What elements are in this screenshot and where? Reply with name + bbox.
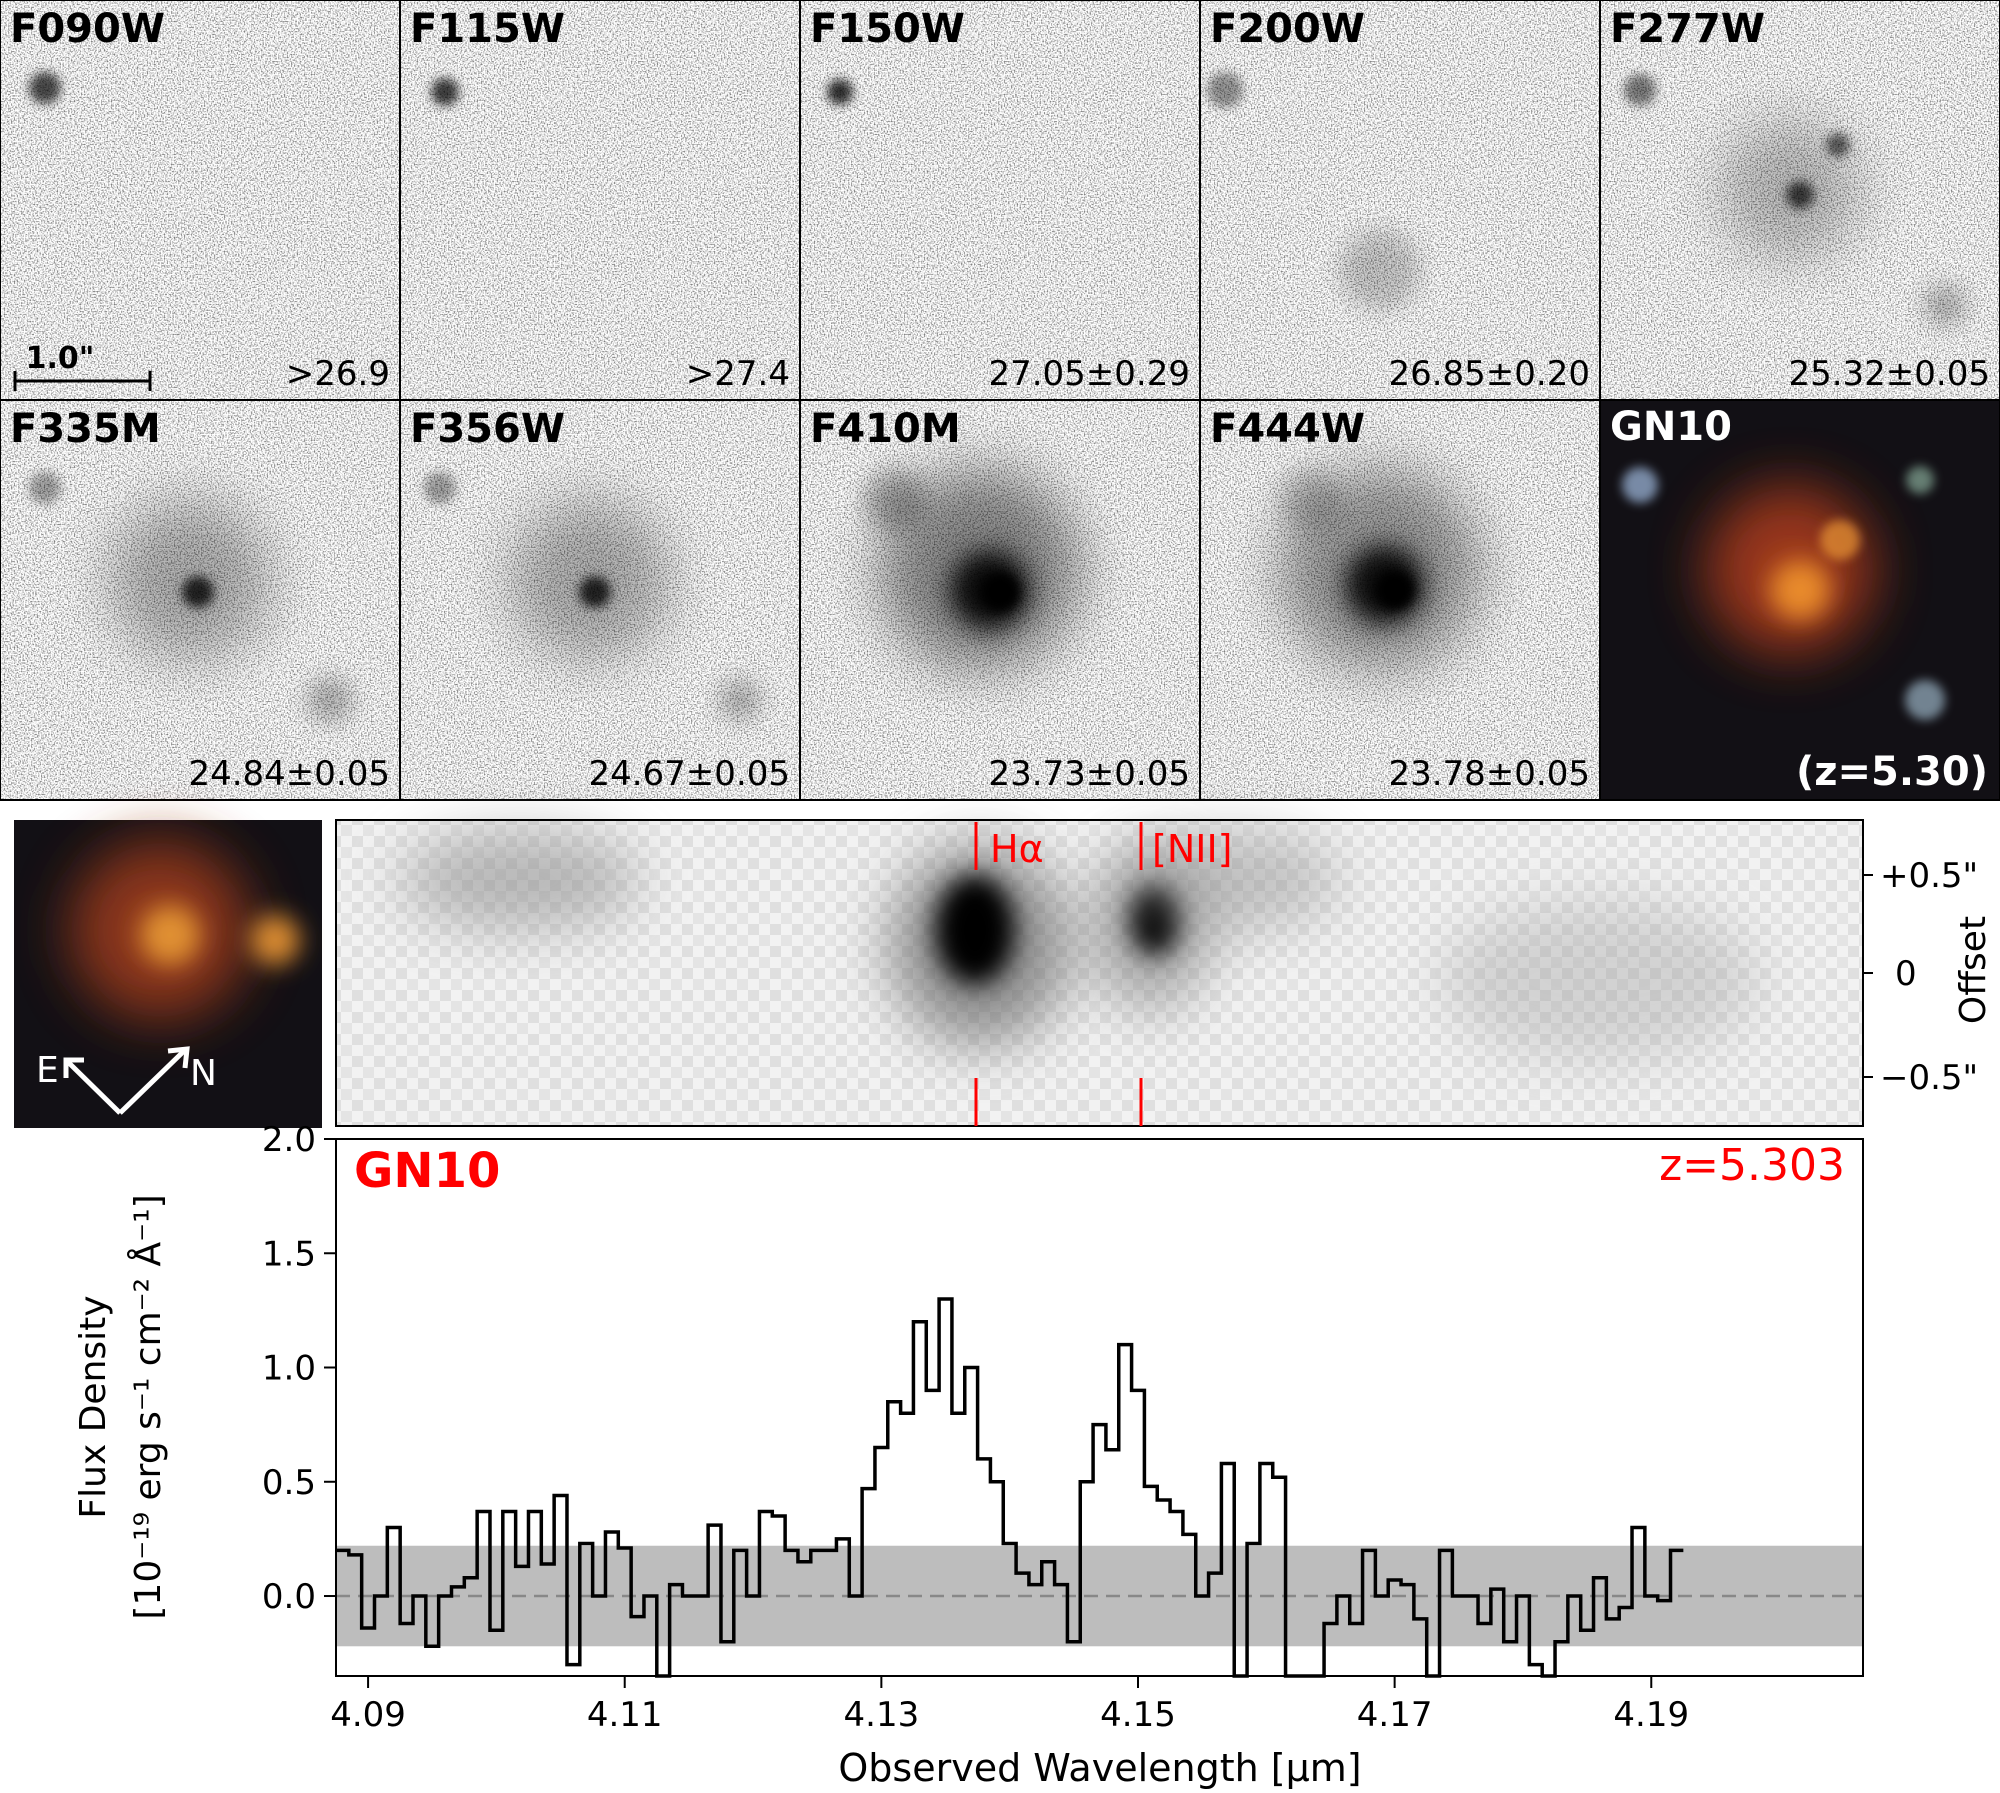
band-label: F277W <box>1610 6 1765 52</box>
compass-east: E <box>36 1050 59 1091</box>
compass-north: N <box>190 1053 217 1094</box>
offset-tick-minus: −0.5" <box>1880 1058 1978 1098</box>
magnitude-label: 25.32±0.05 <box>1788 354 1990 394</box>
chart-title: GN10 <box>354 1143 500 1199</box>
thumbnail-f444w: F444W 23.78±0.05 <box>1199 399 1601 801</box>
spectrum-1d-chart: 4.09 4.11 4.13 4.15 4.17 4.19 0.0 0.5 1.0 1.5 2.0… <box>73 1120 1864 1790</box>
magnitude-label: 26.85±0.20 <box>1388 354 1590 394</box>
color-panel-redshift: (z=5.30) <box>1796 749 1988 795</box>
compass-arrows <box>63 1046 190 1115</box>
x-tick-label: 4.17 <box>1357 1695 1433 1735</box>
scale-bar-label: 1.0" <box>26 341 95 376</box>
x-tick-label: 4.11 <box>587 1695 663 1735</box>
flux-series-line <box>336 1297 1684 1678</box>
chart-annotation: z=5.303 <box>1659 1140 1845 1191</box>
y-axis-label-line1: Flux Density <box>73 1295 114 1518</box>
thumbnail-f090w: F090W >26.9 <box>0 0 401 401</box>
magnitude-label: 23.73±0.05 <box>988 754 1190 794</box>
y-axis-ticks: 0.0 0.5 1.0 1.5 2.0 <box>262 1120 336 1617</box>
x-tick-label: 4.19 <box>1613 1695 1689 1735</box>
magnitude-label: 24.67±0.05 <box>588 754 790 794</box>
band-label: F444W <box>1210 406 1365 452</box>
color-image-panel: GN10 (z=5.30) <box>1599 399 2000 801</box>
halpha-label: Hα <box>990 827 1044 871</box>
thumbnail-f410m: F410M 23.73±0.05 <box>799 399 1201 801</box>
y-tick-label: 0.0 <box>262 1577 316 1617</box>
band-label: F150W <box>810 6 965 52</box>
spectrum-2d: Hα [NII] +0.5" 0 −0.5" Offset <box>335 819 1994 1127</box>
band-label: F090W <box>10 6 165 52</box>
nii-label: [NII] <box>1152 827 1233 871</box>
thumbnail-f150w: F150W 27.05±0.29 <box>799 0 1201 401</box>
band-label: F115W <box>410 6 565 52</box>
y-tick-label: 1.5 <box>262 1234 316 1274</box>
band-label: F200W <box>1210 6 1365 52</box>
x-tick-label: 4.09 <box>330 1695 406 1735</box>
magnitude-label: >27.4 <box>686 354 790 394</box>
magnitude-label: 24.84±0.05 <box>188 754 390 794</box>
compass-thumbnail: E N <box>14 820 322 1128</box>
thumbnail-f200w: F200W 26.85±0.20 <box>1199 0 1601 401</box>
thumbnail-f115w: F115W >27.4 <box>399 0 801 401</box>
thumbnail-f277w: F277W 25.32±0.05 <box>1599 0 2000 401</box>
thumbnail-grid: F090W>26.9F115W>27.4F150W27.05±0.29F200W… <box>0 0 2000 801</box>
y-tick-label: 2.0 <box>262 1120 316 1160</box>
x-axis-ticks: 4.09 4.11 4.13 4.15 4.17 4.19 <box>330 1676 1689 1735</box>
band-label: F410M <box>810 406 961 452</box>
x-axis-label: Observed Wavelength [μm] <box>838 1746 1361 1790</box>
x-tick-label: 4.15 <box>1100 1695 1176 1735</box>
band-label: F356W <box>410 406 565 452</box>
band-label: F335M <box>10 406 161 452</box>
offset-label: Offset <box>1953 916 1994 1024</box>
offset-tick-zero: 0 <box>1895 954 1917 994</box>
magnitude-label: 23.78±0.05 <box>1388 754 1590 794</box>
y-tick-label: 1.0 <box>262 1349 316 1389</box>
y-tick-label: 0.5 <box>262 1463 316 1503</box>
scale-bar: 1.0" <box>13 341 152 391</box>
thumbnail-f356w: F356W 24.67±0.05 <box>399 399 801 801</box>
magnitude-label: >26.9 <box>286 354 390 394</box>
offset-axis: +0.5" 0 −0.5" Offset <box>1863 856 1994 1098</box>
thumbnail-f335m: F335M 24.84±0.05 <box>0 399 401 801</box>
color-panel-label: GN10 <box>1610 404 1732 450</box>
magnitude-label: 27.05±0.29 <box>988 354 1190 394</box>
offset-tick-plus: +0.5" <box>1880 856 1978 896</box>
y-axis-label-line2: [10⁻¹⁹ erg s⁻¹ cm⁻² Å⁻¹] <box>126 1194 169 1619</box>
x-tick-label: 4.13 <box>844 1695 920 1735</box>
